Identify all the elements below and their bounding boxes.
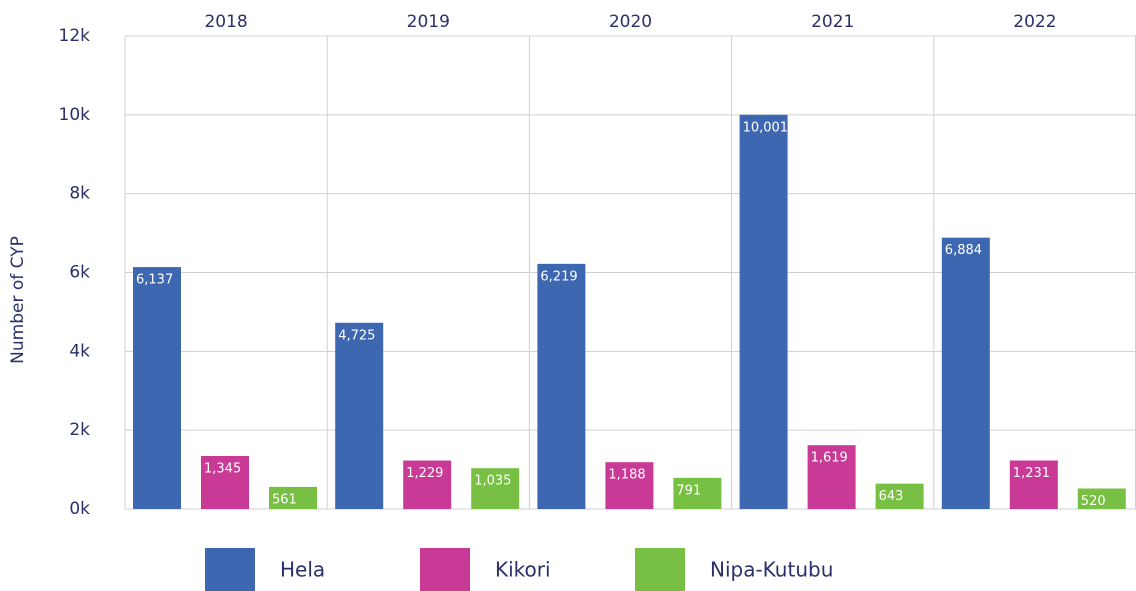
x-tick-label: 2018 <box>204 12 247 32</box>
bar <box>941 237 990 509</box>
value-label: 1,619 <box>811 451 848 466</box>
x-tick-label: 2022 <box>1013 12 1056 32</box>
legend-label: Hela <box>280 558 325 582</box>
y-tick-label: 12k <box>59 26 91 46</box>
y-tick-label: 6k <box>69 263 90 283</box>
x-tick-label: 2021 <box>811 12 854 32</box>
legend-swatch <box>205 548 255 591</box>
value-label: 520 <box>1081 494 1106 509</box>
y-axis-label: Number of CYP <box>8 236 28 364</box>
bar <box>673 477 722 509</box>
x-tick-label: 2020 <box>609 12 652 32</box>
value-label: 1,345 <box>204 461 241 476</box>
y-tick-label: 8k <box>69 184 90 204</box>
bar <box>335 322 384 509</box>
y-tick-label: 4k <box>69 341 90 361</box>
y-tick-label: 2k <box>69 420 90 440</box>
legend-swatch <box>635 548 685 591</box>
value-label: 6,137 <box>136 273 173 288</box>
bar <box>201 455 249 509</box>
legend-label: Kikori <box>495 558 551 582</box>
bar <box>133 267 181 509</box>
value-label: 791 <box>676 483 701 498</box>
bar <box>403 460 452 509</box>
bar <box>739 114 788 509</box>
value-label: 643 <box>879 489 904 504</box>
bar <box>1009 460 1058 509</box>
value-label: 6,219 <box>540 269 577 284</box>
y-tick-label: 0k <box>69 499 90 519</box>
bar <box>605 462 654 509</box>
value-label: 1,231 <box>1013 466 1050 481</box>
value-label: 561 <box>272 492 297 507</box>
legend-label: Nipa-Kutubu <box>710 558 833 582</box>
value-label: 10,001 <box>743 120 789 135</box>
bar <box>471 468 520 509</box>
value-label: 1,035 <box>474 474 511 489</box>
y-tick-label: 10k <box>59 105 91 125</box>
bar <box>875 483 924 509</box>
bar <box>807 445 856 509</box>
legend-swatch <box>420 548 470 591</box>
bar <box>537 263 586 509</box>
value-label: 1,229 <box>406 466 443 481</box>
value-label: 4,725 <box>338 328 375 343</box>
value-label: 1,188 <box>608 468 645 483</box>
value-label: 6,884 <box>945 243 982 258</box>
bar <box>269 486 317 509</box>
bar <box>1077 488 1126 509</box>
x-tick-label: 2019 <box>407 12 450 32</box>
